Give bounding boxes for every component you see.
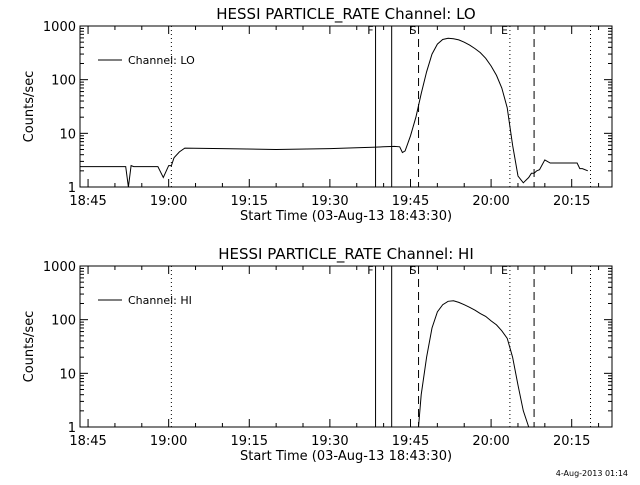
series-line (80, 37, 588, 188)
footer-timestamp: 4-Aug-2013 01:14 (555, 469, 628, 478)
x-tick-label: 19:00 (150, 194, 187, 209)
y-tick-label: 1000 (43, 260, 76, 275)
plot-frame (79, 25, 613, 188)
legend-entry: Channel: HI (128, 294, 192, 307)
event-marker-label: E (501, 24, 508, 37)
y-tick-label: 10 (59, 127, 76, 142)
event-marker-label: F (367, 264, 373, 277)
event-marker-label: S (410, 264, 417, 277)
x-tick-label: 19:15 (231, 194, 268, 209)
x-tick-label: 19:45 (392, 434, 429, 449)
x-tick-label: 20:00 (472, 194, 509, 209)
x-tick-label: 19:30 (311, 434, 348, 449)
x-tick-label: 19:15 (231, 434, 268, 449)
y-tick-label: 100 (51, 74, 76, 89)
x-tick-label: 19:45 (392, 194, 429, 209)
series-line (418, 300, 530, 428)
x-axis-label: Start Time (03-Aug-13 18:43:30) (240, 449, 452, 464)
event-marker-label: F (367, 24, 373, 37)
x-tick-label: 18:45 (69, 434, 106, 449)
x-tick-label: 20:15 (553, 434, 590, 449)
y-tick-label: 10 (59, 367, 76, 382)
legend-entry: Channel: LO (128, 54, 195, 67)
x-axis-label: Start Time (03-Aug-13 18:43:30) (240, 209, 452, 224)
plot-frame (79, 265, 613, 428)
y-tick-label: 1 (68, 181, 76, 196)
y-tick-label: 100 (51, 314, 76, 329)
x-tick-label: 20:00 (472, 434, 509, 449)
plot-title: HESSI PARTICLE_RATE Channel: LO (216, 5, 475, 24)
plot-panel-0 (79, 25, 613, 188)
plot-panel-1 (79, 265, 613, 428)
x-tick-label: 20:15 (553, 194, 590, 209)
event-marker-label: S (410, 24, 417, 37)
y-tick-label: 1000 (43, 20, 76, 35)
y-tick-label: 1 (68, 421, 76, 436)
event-marker-label: E (501, 264, 508, 277)
y-axis-label: Counts/sec (22, 71, 37, 143)
y-axis-label: Counts/sec (22, 311, 37, 383)
plot-title: HESSI PARTICLE_RATE Channel: HI (218, 245, 474, 264)
x-tick-label: 19:00 (150, 434, 187, 449)
x-tick-label: 19:30 (311, 194, 348, 209)
x-tick-label: 18:45 (69, 194, 106, 209)
